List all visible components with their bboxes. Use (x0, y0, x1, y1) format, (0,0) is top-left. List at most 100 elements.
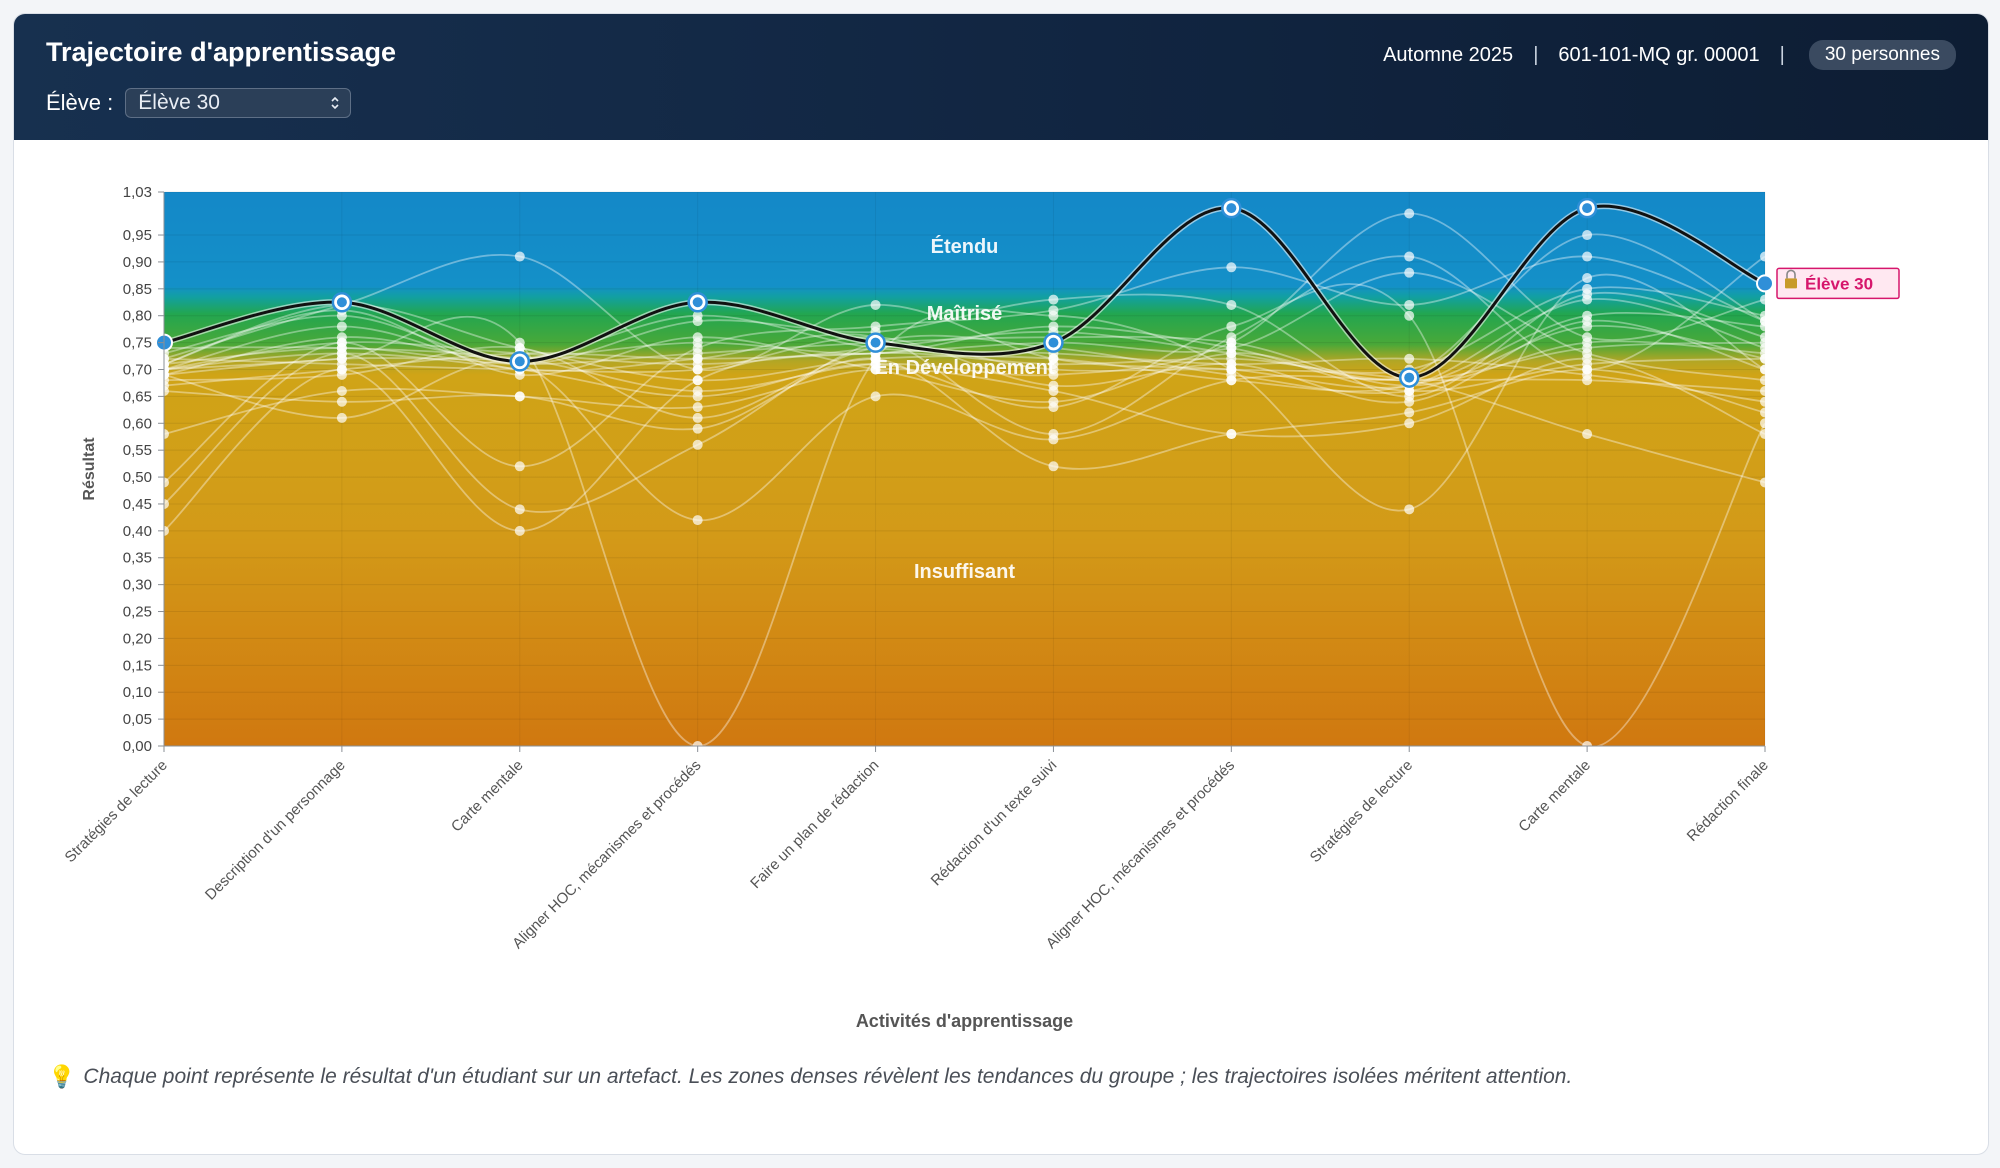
header-meta: Automne 2025 | 601-101-MQ gr. 00001 | 30… (1383, 40, 1956, 70)
x-tick-label: Stratégies de lecture (1307, 757, 1416, 866)
student-point (870, 299, 881, 310)
student-point (1760, 364, 1770, 375)
student-point (692, 316, 703, 327)
highlight-point-core (1226, 203, 1237, 214)
student-trajectory-line (163, 325, 1766, 393)
student-point (1760, 418, 1770, 429)
y-tick-label: 0,40 (123, 523, 152, 540)
zone-label: Insuffisant (914, 561, 1015, 583)
student-trajectory-line (163, 330, 1766, 382)
y-tick-label: 0,50 (123, 469, 152, 486)
header-bar: Trajectoire d'apprentissage Élève : Élèv… (14, 14, 1988, 140)
footer-note-text: Chaque point représente le résultat d'un… (83, 1065, 1573, 1088)
student-trajectory-line (163, 255, 1766, 484)
student-point (1760, 386, 1770, 397)
x-tick-label: Carte mentale (1515, 757, 1594, 836)
y-tick-label: 0,65 (123, 388, 152, 405)
student-point (1760, 429, 1770, 440)
student-point (336, 321, 347, 332)
student-point (1582, 359, 1593, 370)
student-trajectory-line (163, 271, 1766, 387)
y-tick-label: 0,85 (123, 281, 152, 298)
student-point (1226, 375, 1237, 386)
y-tick-label: 0,05 (123, 711, 152, 728)
student-point (1760, 396, 1770, 407)
highlight-point (1756, 274, 1774, 293)
y-tick-label: 1,03 (123, 184, 152, 201)
student-select-label: Élève : (46, 90, 114, 115)
student-point (692, 402, 703, 413)
student-point (336, 310, 347, 321)
lightbulb-icon: 💡 (48, 1064, 76, 1089)
highlight-point-core (1048, 337, 1059, 348)
student-point (1226, 299, 1237, 310)
student-point (1226, 348, 1237, 359)
zone-label: Maîtrisé (927, 303, 1003, 325)
student-point (1404, 310, 1415, 321)
student-trajectory-line (163, 233, 1766, 403)
term-label: Automne 2025 (1383, 43, 1514, 66)
student-point (1760, 477, 1770, 488)
y-axis-title: Résultat (81, 437, 98, 501)
student-point (1760, 407, 1770, 418)
student-point (1760, 348, 1770, 359)
student-point (1048, 402, 1059, 413)
student-point (1048, 461, 1059, 472)
student-point (1582, 273, 1593, 284)
student-point (514, 525, 525, 536)
student-tag-label: Élève 30 (1805, 274, 1873, 293)
student-point (514, 504, 525, 515)
x-tick-label: Stratégies de lecture (62, 757, 171, 866)
highlight-point-core (1404, 372, 1415, 383)
x-tick-label: Carte mentale (448, 757, 527, 836)
y-tick-label: 0,15 (123, 657, 152, 674)
x-tick-label: Aligner HOC, mécanismes et procédés (1043, 757, 1238, 952)
x-tick-label: Description d'un personnage (202, 757, 349, 904)
student-trajectory-line (163, 335, 1766, 387)
highlight-point-core (514, 356, 525, 367)
count-badge: 30 personnes (1808, 40, 1956, 70)
y-tick-label: 0,10 (123, 684, 152, 701)
course-label: 601-101-MQ gr. 00001 (1558, 43, 1760, 66)
student-point (1226, 321, 1237, 332)
trajectory-card: Trajectoire d'apprentissage Élève : Élèv… (13, 13, 1989, 1155)
highlight-point-core (692, 297, 703, 308)
student-selector-row: Élève : Élève 30 (46, 86, 352, 120)
student-point (692, 359, 703, 370)
student-trajectory-line (163, 273, 1766, 747)
student-point (514, 391, 525, 402)
student-point (1048, 429, 1059, 440)
student-select[interactable]: Élève 30 (125, 88, 352, 118)
zone-label: Étendu (931, 235, 999, 258)
y-tick-label: 0,95 (123, 227, 152, 244)
page-title: Trajectoire d'apprentissage (46, 37, 397, 67)
zone-label: En Développement (874, 357, 1054, 379)
student-tag-box (1776, 267, 1900, 300)
meta-separator: | (1533, 43, 1539, 66)
student-point (692, 423, 703, 434)
student-point (1048, 310, 1059, 321)
student-trajectory-line (163, 255, 1766, 435)
student-trajectory-line (163, 357, 1766, 470)
student-point (336, 353, 347, 364)
y-tick-label: 0,80 (123, 308, 152, 325)
student-point (692, 375, 703, 386)
student-point (336, 396, 347, 407)
student-select-value: Élève 30 (138, 91, 220, 114)
y-tick-label: 0,55 (123, 442, 152, 459)
highlight-point-core (870, 337, 881, 348)
y-tick-label: 0,60 (123, 415, 152, 432)
footer-note: 💡 Chaque point représente le résultat d'… (48, 1064, 1572, 1090)
y-tick-label: 0,30 (123, 577, 152, 594)
x-axis-title: Activités d'apprentissage (856, 1011, 1073, 1031)
lock-icon (1785, 278, 1797, 289)
student-point (1404, 418, 1415, 429)
y-tick-label: 0,20 (123, 630, 152, 647)
student-point (336, 412, 347, 423)
student-trajectory-line (163, 319, 1766, 404)
y-tick-label: 0,00 (123, 738, 152, 755)
student-point (1760, 316, 1770, 327)
student-point (1582, 230, 1593, 241)
student-trajectory-line (163, 360, 1766, 522)
highlight-point-core (1582, 203, 1593, 214)
